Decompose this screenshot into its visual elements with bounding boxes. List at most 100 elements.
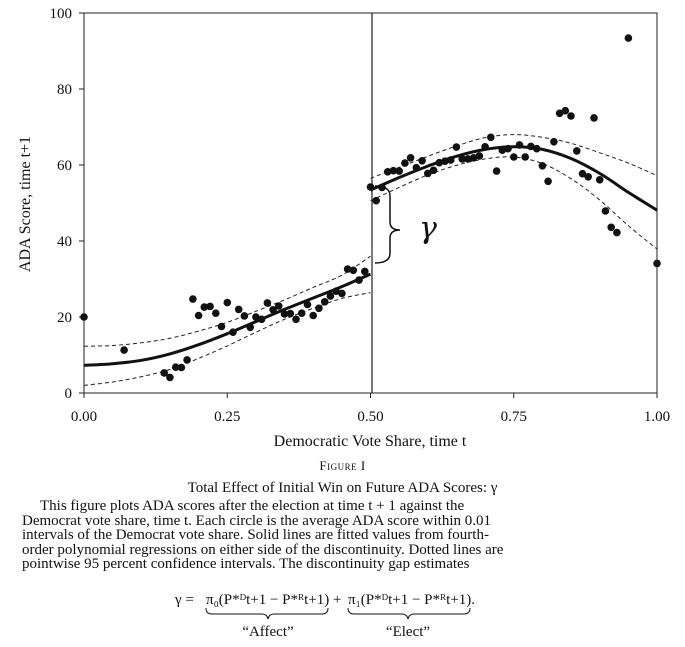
equation-lhs: γ = [174,592,194,608]
data-point [521,153,529,161]
data-point [349,266,358,275]
data-point [372,196,381,205]
data-point [401,159,409,167]
data-point [510,153,518,161]
data-point [590,114,598,122]
data-point [555,109,564,118]
equation-term-elect: π₁(P*ᴰt+1 − P*ᴿt+1). [348,592,475,608]
y-tick-label: 40 [57,234,72,250]
caption-line: order polynomial regressions on either s… [22,541,504,558]
data-point [246,323,254,332]
data-point [177,363,186,372]
data-point [584,173,592,181]
x-tick-label: 1.00 [644,409,670,425]
figure-title: Total Effect of Initial Win on Future AD… [187,480,498,496]
data-point [487,133,495,142]
data-point [171,363,180,372]
data-point [257,315,266,324]
data-point [183,356,191,364]
data-point [527,142,535,151]
affect-label: “Affect” [242,624,293,640]
data-point [286,309,295,318]
data-point [200,303,209,311]
gap-equation: γ = π₀(P*ᴰt+1 − P*ᴿt+1) + π₁(P*ᴰt+1 − P*… [174,592,475,640]
caption-line: pointwise 95 percent confidence interval… [22,556,470,572]
caption-line: intervals of the Democrat vote share. So… [22,527,489,543]
data-point [229,328,237,337]
data-point [240,312,249,320]
data-point [269,306,277,314]
data-point [292,315,300,324]
data-point [389,166,398,175]
fit-line-left [83,272,372,367]
elect-label: “Elect” [386,624,430,640]
gap-gamma-label: γ [419,211,437,246]
data-point [332,287,340,296]
equation-plus: + [333,592,341,608]
data-point [504,144,512,153]
ci-lower-left [83,292,371,386]
data-point [595,176,604,184]
x-tick-label: 0.75 [501,409,527,425]
data-point [166,373,174,382]
caption-line: This figure plots ADA scores after the e… [40,498,465,514]
figure-caption-text: This figure plots ADA scores after the e… [22,499,662,572]
data-point [429,166,438,175]
ci-lower-right [370,156,658,250]
data-point [263,299,272,307]
data-point [452,143,461,151]
data-point [355,276,363,284]
data-point [206,302,214,311]
y-tick-label: 20 [57,310,72,326]
data-point [320,298,329,306]
data-point [297,309,306,318]
equation-term-affect: π₀(P*ᴰt+1 − P*ᴿt+1) [206,592,329,608]
data-point [573,147,581,155]
data-point [418,157,426,165]
data-point [613,228,621,237]
data-point [481,143,489,151]
data-point [544,177,552,186]
data-point [303,300,312,309]
x-tick-label: 0.00 [71,409,97,425]
data-point [441,157,449,165]
data-point [561,106,570,115]
plot-frame [83,12,658,394]
data-point [406,154,415,162]
data-point [458,155,467,163]
data-point [326,292,335,300]
y-tick-label: 100 [50,6,73,22]
data-point [309,311,318,320]
y-axis-title: ADA Score, time t+1 [17,136,34,272]
caption-line: Democrat vote share, time t. Each circle… [22,512,491,529]
data-point [515,141,524,149]
data-point [189,295,197,303]
data-point [469,154,478,162]
data-point [538,162,547,170]
figure-label: Figure I [319,458,366,473]
data-point [446,156,455,164]
data-point [464,155,472,163]
data-point [532,144,541,153]
x-tick-label: 0.50 [357,409,383,425]
data-point [343,265,352,273]
data-point [492,167,501,175]
data-point [366,183,375,191]
data-point [435,158,444,167]
data-point [223,298,232,307]
data-point [475,152,484,160]
data-point [275,302,283,310]
data-point [424,169,432,178]
y-tick-label: 0 [65,386,73,402]
data-point [338,289,346,298]
data-point [550,138,558,146]
data-point [412,163,421,172]
ci-upper-left [83,255,371,347]
data-point [653,259,661,268]
data-point [601,207,610,215]
gap-brace [374,185,401,264]
data-point [280,310,289,318]
data-point [567,112,575,120]
data-point [160,369,168,377]
affect-underbrace [205,607,329,620]
